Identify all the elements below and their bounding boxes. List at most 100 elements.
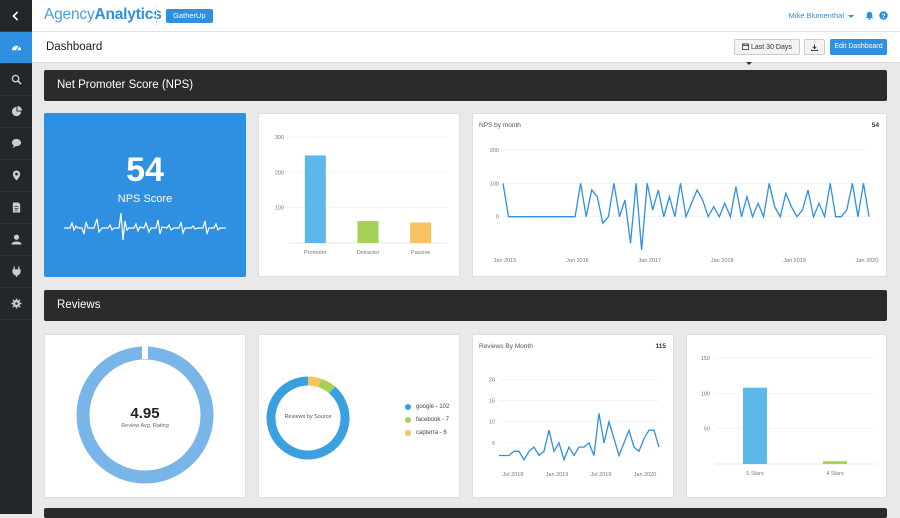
bar-detractor: [357, 221, 379, 243]
client-badge[interactable]: GatherUp: [166, 9, 213, 23]
bell-icon[interactable]: [865, 11, 874, 20]
y-tick-label: 100: [275, 206, 284, 212]
y-tick-label: 150: [701, 356, 710, 362]
reviews-by-source-chart: [266, 376, 350, 460]
edit-dashboard-button[interactable]: Edit Dashboard: [830, 39, 887, 55]
agency-analytics-logo[interactable]: AgencyAnalytics: [44, 6, 162, 24]
location-icon: [12, 170, 20, 181]
x-tick-label: Jan 2020: [634, 472, 657, 478]
y-tick-label: 100: [701, 391, 710, 397]
donut-slice-2: [307, 376, 322, 388]
x-tick-label: Jul 2019: [591, 472, 612, 478]
legend-label: capterra - 6: [416, 429, 447, 436]
sidebar-item-dashboard[interactable]: [0, 32, 32, 64]
next-section-header: [44, 508, 887, 518]
user-menu[interactable]: Mike Blumenthal: [789, 11, 854, 20]
nps-by-month-value: 54: [871, 122, 879, 129]
help-icon[interactable]: ?: [879, 11, 888, 20]
search-icon: [11, 74, 22, 85]
sidebar-item-locations[interactable]: [0, 160, 32, 192]
logo-divider: [156, 7, 157, 25]
avg-rating-ring: [76, 346, 214, 484]
reviews-by-month-title: Reviews By Month: [479, 343, 533, 350]
x-tick-label: Jan 2018: [711, 258, 734, 264]
star-rating-chart: 50 100 150 5 Stars 4 Stars: [701, 356, 875, 477]
avg-rating-value: 4.95: [130, 405, 160, 422]
y-tick-label: 10: [489, 420, 495, 426]
y-tick-label: 50: [704, 427, 710, 433]
sidebar-item-search[interactable]: [0, 64, 32, 96]
x-tick-label: Jan 2019: [783, 258, 806, 264]
sidebar-item-messages[interactable]: [0, 128, 32, 160]
date-range-button[interactable]: Last 30 Days: [734, 39, 800, 65]
donut-slice-1: [318, 378, 336, 394]
date-range-label: Last 30 Days: [751, 44, 792, 51]
download-button[interactable]: [804, 39, 825, 55]
nps-breakdown-card: 100 200 300 Promoter Detractor Passive: [258, 113, 460, 277]
dashboard-header: Dashboard Last 30 Days Edit Dashboard: [32, 32, 900, 65]
legend-item-google[interactable]: google - 102: [405, 400, 449, 413]
logo-text-bold: Analytics: [94, 6, 162, 23]
chevron-down-icon: [848, 14, 854, 18]
avg-rating-card: 4.95 Review Avg. Rating: [44, 334, 246, 498]
page-title: Dashboard: [46, 41, 103, 53]
series-line: [499, 413, 660, 462]
reviews-by-month-card: Reviews By Month 115 5 10 15 20 Jul 2018 Jan …: [472, 334, 674, 498]
x-tick-label: 4 Stars: [826, 471, 844, 477]
report-icon: [12, 202, 20, 213]
x-tick-label: Promoter: [304, 250, 327, 256]
sidebar-item-settings[interactable]: [0, 288, 32, 320]
reviews-by-source-label: Reviews by Source: [284, 414, 332, 420]
series-line: [502, 183, 870, 251]
capterra-dot-icon: [405, 429, 411, 436]
y-tick-label: 300: [275, 135, 284, 141]
download-icon: [811, 44, 818, 51]
nps-score-card: 54 NPS Score: [44, 113, 246, 277]
legend-label: facebook - 7: [416, 416, 450, 423]
y-tick-label: 15: [489, 399, 495, 405]
nps-by-month-chart: 0 100 200 Jan 2015 Jan 2016 Jan 2017 Jan 2018 J…: [490, 148, 879, 264]
avg-rating-label: Review Avg. Rating: [121, 423, 169, 429]
x-tick-label: Passive: [411, 250, 430, 256]
sidebar-item-reports[interactable]: [0, 96, 32, 128]
back-button[interactable]: [0, 0, 32, 32]
sidebar-item-integrations[interactable]: [0, 256, 32, 288]
reviews-section-header: Reviews: [44, 290, 887, 321]
y-tick-label: 200: [275, 170, 284, 176]
y-tick-label: 0: [496, 215, 499, 221]
y-tick-label: 20: [489, 377, 495, 383]
user-name: Mike Blumenthal: [788, 11, 844, 20]
nps-sparkline: [64, 212, 226, 241]
settings-icon: [10, 298, 22, 309]
user-icon: [10, 234, 22, 245]
source-legend: google - 102 facebook - 7 capterra - 6: [405, 400, 449, 439]
top-bar: AgencyAnalytics GatherUp Mike Blumenthal…: [32, 0, 900, 32]
x-tick-label: Detractor: [357, 250, 380, 256]
reviews-by-month-value: 115: [655, 343, 667, 350]
reviews-by-month-chart: 5 10 15 20 Jul 2018 Jan 2019 Jul 2019 Jan 2020: [489, 377, 660, 478]
sidebar-item-documents[interactable]: [0, 192, 32, 224]
nps-by-month-title: NPS by month: [479, 122, 521, 129]
nps-score-value: 54: [126, 151, 164, 189]
x-tick-label: Jan 2017: [638, 258, 661, 264]
sidebar-item-users[interactable]: [0, 224, 32, 256]
dashboard-icon: [11, 45, 21, 51]
sidebar: [0, 0, 32, 514]
y-tick-label: 200: [490, 148, 499, 154]
calendar-icon: [742, 43, 749, 50]
bar-promoter: [304, 155, 326, 243]
facebook-dot-icon: [405, 416, 411, 423]
svg-text:?: ?: [882, 13, 886, 20]
bar-4-stars: [823, 461, 847, 464]
plug-icon: [11, 266, 21, 277]
bar-passive: [410, 222, 432, 243]
donut-slice-0: [266, 376, 350, 460]
legend-item-capterra[interactable]: capterra - 6: [405, 426, 449, 439]
y-tick-label: 100: [490, 181, 499, 187]
star-rating-card: 50 100 150 5 Stars 4 Stars: [686, 334, 887, 498]
pie-chart-icon: [11, 106, 22, 117]
x-tick-label: Jan 2019: [546, 472, 569, 478]
logo-text-light: Agency: [44, 6, 95, 23]
legend-item-facebook[interactable]: facebook - 7: [405, 413, 449, 426]
nps-by-month-card: NPS by month 54 0 100 200 Jan 2015 Jan 2016 J…: [472, 113, 887, 277]
